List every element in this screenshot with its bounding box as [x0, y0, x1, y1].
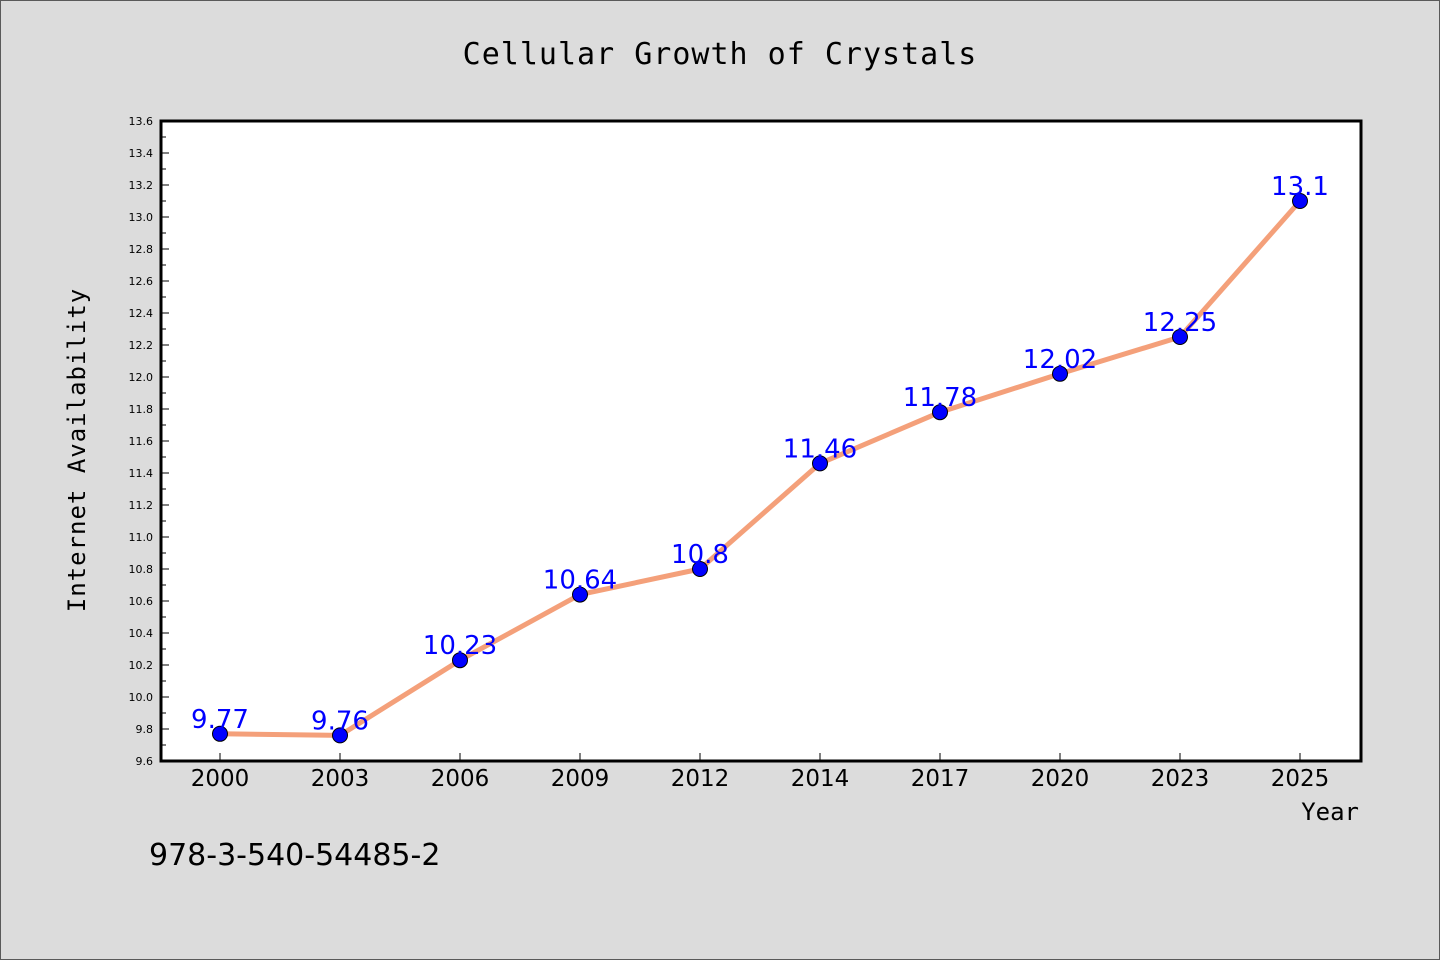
x-tick-label: 2003 [311, 766, 370, 792]
y-tick-label: 11.4 [129, 467, 154, 480]
data-point [1292, 193, 1308, 209]
data-point [1052, 365, 1068, 382]
x-axis: 2000 2003 2006 2009 2012 2014 2017 2020 2023 2025 [191, 753, 1330, 792]
y-tick-label: 10.4 [129, 627, 154, 640]
x-tick-label: 2025 [1271, 766, 1330, 792]
y-tick-label: 10.0 [129, 691, 154, 704]
plot-area [159, 119, 1363, 763]
x-tick-label: 2014 [791, 766, 850, 792]
data-point [692, 561, 708, 577]
chart-title: Cellular Growth of Crystals [463, 37, 978, 72]
series-line [217, 198, 1303, 738]
y-tick-label: 10.2 [129, 659, 154, 672]
data-point [1172, 329, 1188, 345]
y-tick-label: 12.2 [129, 339, 154, 352]
y-tick-label: 12.8 [129, 243, 154, 256]
x-tick-label: 2017 [911, 766, 970, 792]
data-label: 9.77 [191, 705, 249, 735]
data-label: 12.25 [1143, 308, 1217, 338]
y-axis: 9.6 9.8 10.0 10.2 10.4 10.6 10.8 11.0 11.2 11.4 11… [129, 115, 169, 768]
x-tick-label: 2012 [671, 766, 730, 792]
data-label: 11.46 [783, 434, 857, 464]
x-tick-label: 2023 [1151, 766, 1210, 792]
y-tick-label: 11.8 [129, 403, 154, 416]
y-tick-label: 13.0 [129, 211, 154, 224]
x-tick-label: 2020 [1031, 766, 1090, 792]
x-tick-label: 2006 [431, 766, 490, 792]
series-group: 9.77 9.76 10.23 10.64 10.8 11.46 11.78 12.02 12.… [191, 172, 1329, 744]
data-label: 12.02 [1023, 345, 1097, 375]
y-tick-label: 12.6 [129, 275, 154, 288]
data-point [452, 652, 468, 669]
data-label: 9.76 [311, 706, 369, 736]
data-label: 10.8 [671, 540, 729, 570]
x-tick-label: 2009 [551, 766, 610, 792]
y-tick-label: 13.4 [129, 147, 154, 160]
x-axis-label: Year [1301, 798, 1359, 826]
data-point [812, 455, 828, 472]
data-point [212, 725, 228, 742]
y-axis-label: Internet Availability [63, 288, 91, 612]
y-tick-label: 12.0 [129, 371, 154, 384]
y-tick-label: 13.6 [129, 115, 154, 128]
data-label: 11.78 [903, 383, 977, 413]
y-tick-label: 11.2 [129, 499, 154, 512]
y-tick-label: 9.6 [136, 755, 154, 768]
y-tick-label: 12.4 [129, 307, 154, 320]
data-point [332, 727, 348, 744]
y-tick-label: 11.0 [129, 531, 154, 544]
data-point [932, 404, 948, 421]
y-tick-label: 9.8 [136, 723, 154, 736]
data-point [572, 586, 588, 603]
data-label: 10.23 [423, 631, 497, 661]
y-tick-label: 10.8 [129, 563, 154, 576]
y-tick-label: 11.6 [129, 435, 154, 448]
y-tick-label: 10.6 [129, 595, 154, 608]
x-tick-label: 2000 [191, 766, 250, 792]
data-label: 13.1 [1271, 172, 1329, 202]
isbn-annotation: 978-3-540-54485-2 [149, 838, 440, 873]
data-label: 10.64 [543, 566, 617, 596]
y-tick-label: 13.2 [129, 179, 154, 192]
